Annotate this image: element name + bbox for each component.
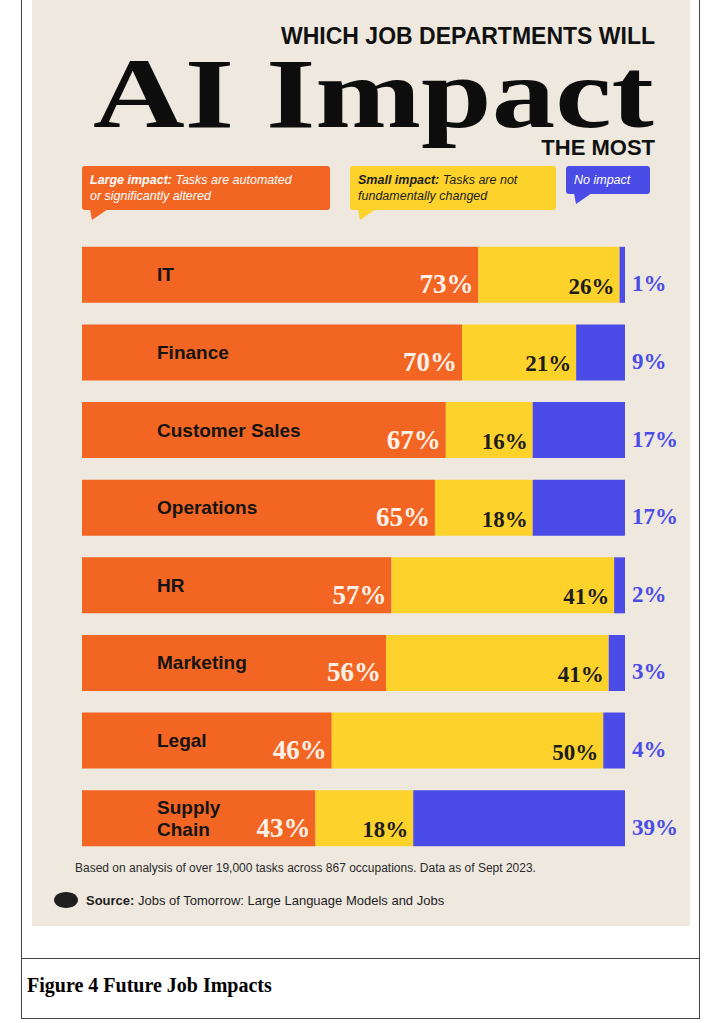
svg-text:4%: 4% <box>632 737 667 762</box>
svg-text:17%: 17% <box>632 504 678 529</box>
svg-text:HR: HR <box>157 575 185 596</box>
svg-text:Source:: Source: <box>86 893 134 908</box>
svg-text:46%: 46% <box>273 735 327 765</box>
svg-text:Chain: Chain <box>157 819 210 840</box>
svg-text:THE MOST: THE MOST <box>541 135 655 160</box>
svg-text:1%: 1% <box>632 271 667 296</box>
svg-text:26%: 26% <box>569 274 615 299</box>
svg-text:Jobs of Tomorrow: Large Langua: Jobs of Tomorrow: Large Language Models … <box>138 893 445 908</box>
svg-text:Small impact:: Small impact: <box>358 173 439 187</box>
svg-text:56%: 56% <box>327 657 381 687</box>
svg-text:41%: 41% <box>558 662 604 687</box>
svg-text:Marketing: Marketing <box>157 652 247 673</box>
svg-text:18%: 18% <box>362 817 408 842</box>
svg-text:Operations: Operations <box>157 497 257 518</box>
svg-text:67%: 67% <box>387 425 441 455</box>
svg-text:70%: 70% <box>403 347 457 377</box>
svg-text:or significantly altered: or significantly altered <box>90 189 212 203</box>
svg-text:43%: 43% <box>256 813 310 843</box>
svg-text:Tasks are not: Tasks are not <box>443 173 518 187</box>
svg-text:Tasks are automated: Tasks are automated <box>175 173 292 187</box>
svg-text:18%: 18% <box>482 507 528 532</box>
svg-text:73%: 73% <box>419 269 473 299</box>
svg-text:9%: 9% <box>632 349 667 374</box>
svg-text:Customer Sales: Customer Sales <box>157 420 301 441</box>
svg-text:Supply: Supply <box>157 797 221 818</box>
svg-text:AI Impact: AI Impact <box>93 37 654 148</box>
svg-text:WHICH JOB DEPARTMENTS WILL: WHICH JOB DEPARTMENTS WILL <box>281 23 655 49</box>
svg-text:65%: 65% <box>376 502 430 532</box>
svg-text:IT: IT <box>157 264 174 285</box>
svg-text:41%: 41% <box>563 584 609 609</box>
svg-text:No impact: No impact <box>574 173 631 187</box>
svg-text:2%: 2% <box>632 582 667 607</box>
svg-text:Large impact:: Large impact: <box>90 173 172 187</box>
svg-text:16%: 16% <box>482 429 528 454</box>
svg-text:Legal: Legal <box>157 730 207 751</box>
html-text:Figure 4 Future Job Impacts: Figure 4 Future Job Impacts <box>27 974 272 996</box>
svg-text:17%: 17% <box>632 427 678 452</box>
svg-text:fundamentally changed: fundamentally changed <box>358 189 488 203</box>
svg-text:50%: 50% <box>552 740 598 765</box>
svg-text:Based on analysis of over 19,0: Based on analysis of over 19,000 tasks a… <box>75 861 536 875</box>
svg-text:3%: 3% <box>632 659 667 684</box>
svg-text:21%: 21% <box>525 351 571 376</box>
svg-text:57%: 57% <box>333 580 387 610</box>
svg-text:39%: 39% <box>632 815 678 840</box>
svg-text:Finance: Finance <box>157 342 229 363</box>
